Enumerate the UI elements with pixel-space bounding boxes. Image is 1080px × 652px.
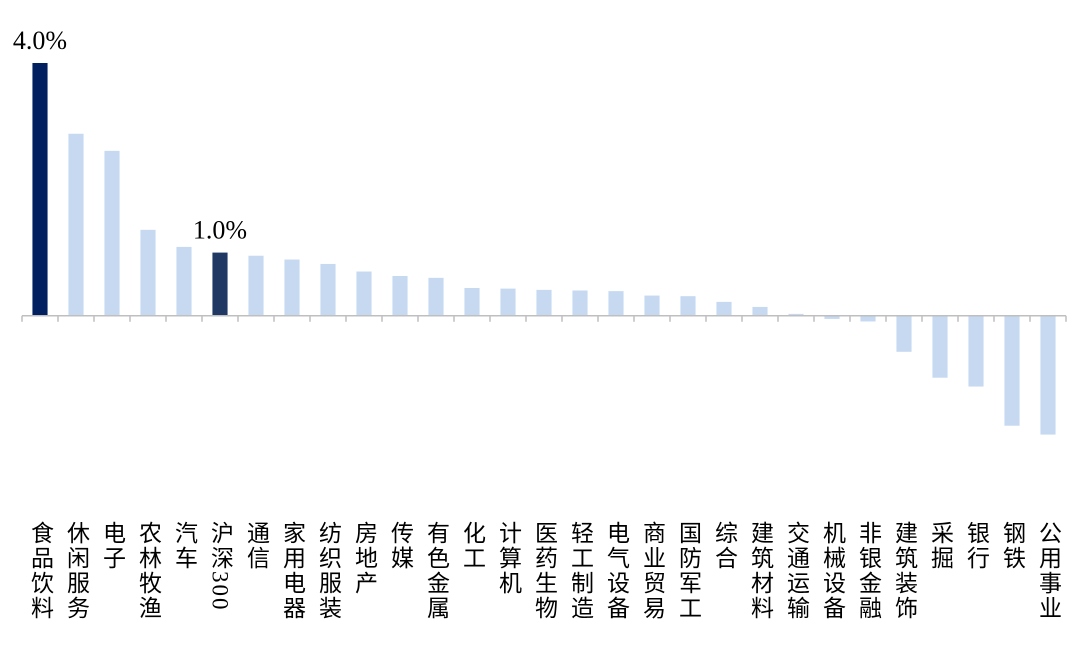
bar	[176, 246, 192, 316]
x-tick-label: 交通运输	[784, 521, 811, 621]
x-tick-label: 食品饮料	[28, 521, 55, 621]
x-tick-label: 电子	[100, 521, 126, 571]
bar	[860, 315, 876, 322]
x-tick-label: 采掘	[928, 521, 955, 571]
bar	[752, 306, 768, 316]
bar	[680, 296, 696, 316]
bar	[1040, 315, 1056, 435]
x-tick-label: 建筑材料	[748, 521, 775, 621]
bar	[140, 229, 156, 316]
x-tick-label: 银行	[964, 521, 991, 571]
bar	[356, 271, 372, 316]
bar	[392, 275, 408, 316]
x-tick-label: 通信	[244, 521, 271, 571]
x-tick-label: 汽车	[172, 521, 199, 571]
x-tick-label: 钢铁	[1000, 521, 1027, 571]
x-tick-label: 房地产	[352, 521, 379, 596]
bar	[716, 301, 732, 316]
x-tick-label: 商业贸易	[640, 521, 667, 621]
bar	[968, 315, 984, 387]
x-tick-label: 综合	[712, 521, 739, 571]
x-tick-label: 休闲服务	[64, 521, 91, 621]
bar	[428, 277, 444, 316]
bar	[464, 287, 480, 316]
x-tick-label: 电气设备	[604, 521, 631, 621]
x-tick-label: 国防军工	[676, 521, 702, 621]
bar	[644, 295, 660, 316]
bar	[824, 315, 840, 319]
bar	[284, 259, 300, 316]
bar	[788, 313, 804, 316]
value-label: 4.0%	[13, 26, 67, 55]
x-tick-label: 轻工制造	[568, 521, 595, 621]
bar	[536, 289, 552, 316]
bar	[68, 133, 84, 316]
bar	[104, 150, 120, 316]
value-label: 1.0%	[193, 216, 247, 245]
bar	[608, 291, 624, 316]
bar	[32, 62, 48, 316]
bar	[320, 263, 336, 316]
x-tick-label: 计算机	[496, 521, 523, 596]
x-tick-label: 传媒	[388, 521, 415, 571]
x-tick-label: 家用电器	[280, 521, 307, 621]
bar	[1004, 315, 1020, 426]
x-tick-label: 医药生物	[532, 521, 559, 621]
x-tick-label: 机械设备	[820, 521, 847, 621]
x-tick-label: 化工	[460, 521, 487, 571]
x-tick-label: 公用事业	[1036, 521, 1063, 621]
bar	[212, 252, 228, 316]
x-tick-label: 沪深300	[208, 521, 235, 612]
x-tick-label: 有色金属	[424, 521, 451, 621]
x-tick-label: 非银金融	[856, 521, 883, 621]
bar	[896, 315, 912, 352]
x-tick-label: 建筑装饰	[892, 521, 919, 621]
bar	[932, 315, 948, 378]
bar	[572, 290, 588, 316]
bar	[500, 288, 516, 316]
x-tick-label: 农林牧渔	[136, 521, 163, 621]
x-tick-label: 纺织服装	[316, 521, 343, 621]
bar	[248, 255, 264, 316]
